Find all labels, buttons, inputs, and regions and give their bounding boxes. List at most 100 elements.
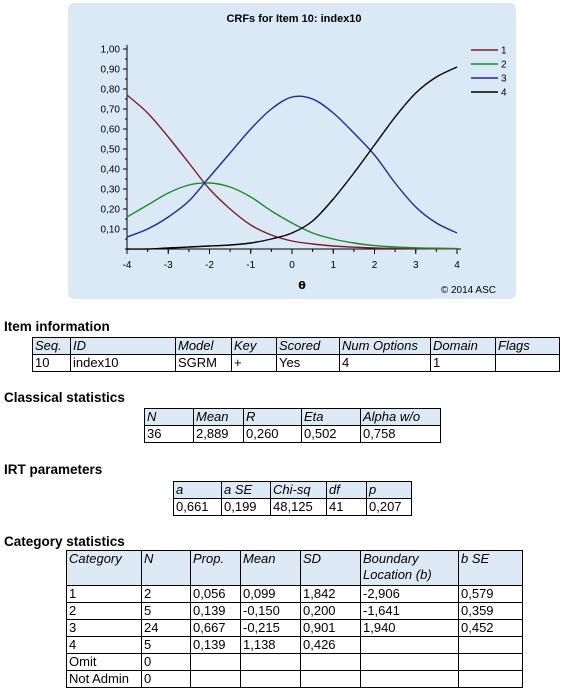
cell-sd: 0,426 — [300, 636, 361, 654]
y-tick-label: 1,00 — [101, 45, 121, 56]
x-tick-label: -3 — [164, 260, 173, 271]
cell-b-se — [458, 653, 523, 671]
cell-mean: 1,138 — [240, 636, 301, 654]
chart-title: CRFs for Item 10: index10 — [226, 13, 361, 25]
crf-chart: CRFs for Item 10: index10 0,10 0,20 0,30 0,… — [101, 13, 507, 296]
cell-a-se: 0,199 — [221, 498, 271, 516]
cell-b-se: 0,452 — [458, 619, 523, 637]
y-tick-label: 0,10 — [101, 225, 121, 236]
header-category: Category — [66, 550, 142, 586]
header-a-se: a SE — [221, 481, 271, 499]
cell-n: 5 — [141, 602, 191, 620]
series-line-3 — [126, 95, 458, 238]
cell-df: 41 — [326, 498, 367, 516]
header-n: N — [144, 408, 194, 426]
y-tick-label: 0,70 — [101, 105, 121, 116]
header-alpha: Alpha w/o — [360, 408, 441, 426]
cell-prop: 0,056 — [190, 585, 241, 603]
x-tick-label: 2 — [372, 260, 378, 271]
cell-a: 0,661 — [173, 498, 222, 516]
cell-domain: 1 — [430, 354, 496, 372]
cell-category: Omit — [66, 653, 142, 671]
cell-category: 1 — [66, 585, 142, 603]
cell-n: 0 — [141, 670, 191, 688]
cell-sd: 0,200 — [300, 602, 361, 620]
header-boundary-location: Boundary Location (b) — [360, 550, 459, 586]
copyright-notice: © 2014 ASC — [441, 285, 496, 296]
cell-prop — [190, 653, 241, 671]
x-tick-label: -4 — [123, 260, 132, 271]
cell-p: 0,207 — [366, 498, 412, 516]
cell-b-se: 0,359 — [458, 602, 523, 620]
cell-mean — [240, 670, 301, 688]
cell-n: 36 — [144, 425, 194, 443]
header-chi-sq: Chi-sq — [270, 481, 327, 499]
cell-sd — [300, 670, 361, 688]
header-cat-n: N — [141, 550, 191, 586]
table-row: Not Admin 0 — [66, 670, 523, 688]
table-row: 0,661 0,199 48,125 41 0,207 — [173, 498, 412, 516]
cell-boundary — [360, 653, 459, 671]
cell-category: 3 — [66, 619, 142, 637]
x-tick-label: 4 — [454, 260, 460, 271]
table-row: 10 index10 SGRM + Yes 4 1 — [32, 354, 560, 372]
cell-prop — [190, 670, 241, 688]
header-id: ID — [70, 337, 176, 355]
cell-mean: 2,889 — [193, 425, 244, 443]
x-tick-label: -2 — [205, 260, 214, 271]
table-row: 36 2,889 0,260 0,502 0,758 — [144, 425, 441, 443]
y-tick-label: 0,30 — [101, 185, 121, 196]
header-flags: Flags — [495, 337, 560, 355]
cell-num-options: 4 — [339, 354, 431, 372]
x-tick-label: -1 — [246, 260, 255, 271]
legend-label-2: 2 — [501, 60, 507, 71]
cell-mean — [240, 653, 301, 671]
cell-b-se — [458, 636, 523, 654]
series-line-4 — [126, 66, 458, 250]
header-a: a — [173, 481, 222, 499]
table-row: 3 24 0,667 -0,215 0,901 1,940 0,452 — [66, 619, 523, 637]
cell-flags — [495, 354, 560, 372]
table-row: 1 2 0,056 0,099 1,842 -2,906 0,579 — [66, 585, 523, 603]
classical-statistics-heading: Classical statistics — [4, 390, 125, 405]
cell-n: 0 — [141, 653, 191, 671]
cell-key: + — [231, 354, 277, 372]
header-key: Key — [231, 337, 277, 355]
cell-mean: -0,215 — [240, 619, 301, 637]
cell-boundary: -1,641 — [360, 602, 459, 620]
cell-id: index10 — [70, 354, 176, 372]
cell-mean: -0,150 — [240, 602, 301, 620]
y-tick-label: 0,50 — [101, 145, 121, 156]
header-p: p — [366, 481, 412, 499]
header-df: df — [326, 481, 367, 499]
legend-label-3: 3 — [501, 74, 507, 85]
cell-sd: 0,901 — [300, 619, 361, 637]
cell-n: 24 — [141, 619, 191, 637]
cell-mean: 0,099 — [240, 585, 301, 603]
cell-prop: 0,139 — [190, 602, 241, 620]
crf-chart-panel: CRFs for Item 10: index10 0,10 0,20 0,30 0,… — [68, 3, 516, 299]
header-seq: Seq. — [32, 337, 71, 355]
cell-category: Not Admin — [66, 670, 142, 688]
cell-boundary — [360, 670, 459, 688]
irt-parameters-table: a a SE Chi-sq df p 0,661 0,199 48,125 41… — [173, 481, 412, 516]
table-row: Omit 0 — [66, 653, 523, 671]
irt-parameters-heading: IRT parameters — [4, 462, 103, 477]
cell-n: 5 — [141, 636, 191, 654]
cell-eta: 0,502 — [301, 425, 361, 443]
header-r: R — [243, 408, 302, 426]
x-axis-label: θ — [298, 279, 306, 292]
category-statistics-heading: Category statistics — [4, 534, 125, 549]
cell-sd — [300, 653, 361, 671]
header-scored: Scored — [276, 337, 340, 355]
legend-label-4: 4 — [501, 88, 507, 99]
cell-boundary: -2,906 — [360, 585, 459, 603]
cell-category: 4 — [66, 636, 142, 654]
cell-r: 0,260 — [243, 425, 302, 443]
cell-n: 2 — [141, 585, 191, 603]
y-tick-label: 0,80 — [101, 85, 121, 96]
classical-statistics-table: N Mean R Eta Alpha w/o 36 2,889 0,260 0,… — [144, 408, 441, 443]
header-eta: Eta — [301, 408, 361, 426]
cell-category: 2 — [66, 602, 142, 620]
header-sd: SD — [300, 550, 361, 586]
